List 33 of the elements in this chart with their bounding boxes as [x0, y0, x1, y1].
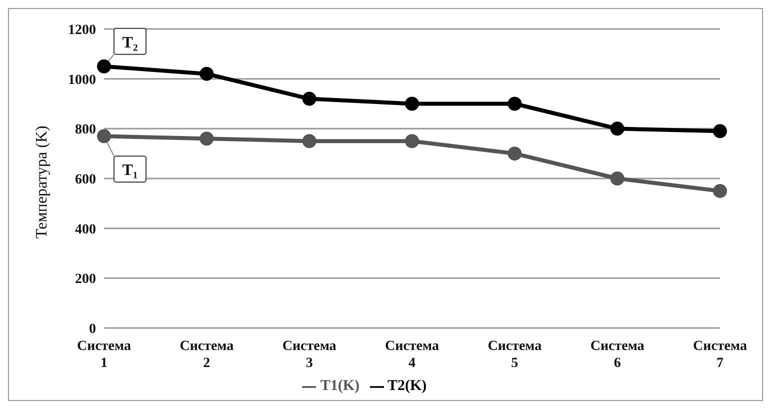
point [713, 124, 727, 138]
y-tick-label: 1200 [68, 22, 96, 38]
point [713, 184, 727, 198]
annotation: T₁ [122, 162, 138, 180]
point [97, 129, 111, 144]
point [302, 92, 316, 106]
point [508, 146, 522, 161]
y-tick-label: 600 [75, 172, 96, 188]
annotation: T₂ [122, 34, 138, 52]
y-axis-title: Температура (K) [34, 126, 51, 238]
x-tick-label: Система 3 [282, 339, 336, 371]
x-tick-label: Система 4 [385, 339, 439, 371]
point [508, 96, 522, 111]
point [405, 96, 419, 111]
point [302, 134, 316, 148]
y-tick-label: 800 [75, 122, 96, 138]
legend-label: T1(K) [320, 378, 360, 394]
y-tick-label: 400 [75, 222, 96, 238]
point [97, 59, 111, 74]
x-tick-label: Система 2 [180, 339, 234, 371]
legend-label: T2(K) [388, 378, 427, 394]
x-tick-label: Система 1 [77, 339, 131, 371]
x-tick-label: Система 5 [488, 339, 542, 371]
x-tick-label: Система 7 [693, 339, 747, 371]
point [610, 172, 624, 186]
point [610, 122, 624, 136]
point [200, 132, 214, 146]
x-tick-label: Система 6 [590, 339, 644, 371]
point [200, 66, 214, 81]
y-tick-label: 0 [89, 322, 96, 337]
y-tick-label: 200 [75, 272, 96, 288]
y-tick-label: 1000 [68, 72, 96, 88]
point [405, 134, 419, 148]
